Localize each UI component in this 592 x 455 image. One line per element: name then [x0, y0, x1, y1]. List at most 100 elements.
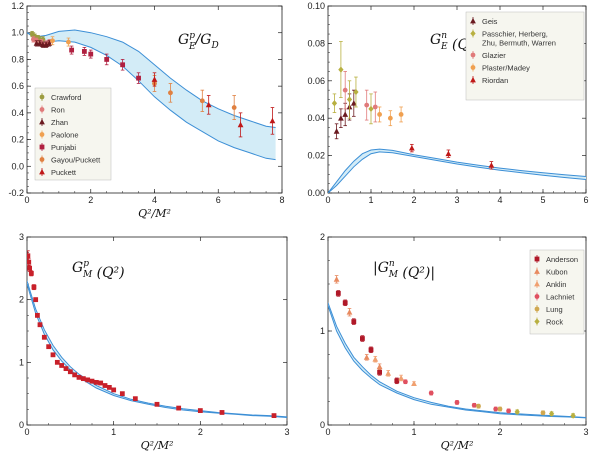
- data-point: [454, 400, 460, 405]
- band-lower-line: [27, 283, 287, 418]
- data-point: [372, 356, 379, 362]
- legend-marker: [534, 280, 540, 287]
- data-point: [338, 115, 344, 121]
- data-point: [338, 66, 344, 73]
- legend-entry: Anderson: [534, 255, 578, 264]
- legend-entry: Rock: [534, 317, 563, 327]
- y-tick-label: 0.0: [11, 161, 24, 171]
- legend-entry: Plaster/Madey: [470, 63, 530, 73]
- data-point: [387, 115, 393, 121]
- x-axis-label: Q²/M²: [141, 439, 174, 452]
- legend-entry: Glazier: [470, 51, 506, 60]
- data-point: [72, 372, 78, 378]
- x-tick-label: 1: [411, 427, 416, 437]
- data-point: [346, 96, 353, 103]
- legend-label: Crawford: [51, 93, 81, 102]
- y-tick-label: 0.6: [11, 81, 24, 91]
- legend-marker: [39, 107, 45, 112]
- data-point: [398, 374, 404, 381]
- y-tick-label: 1.0: [11, 28, 24, 38]
- x-tick-label: 3: [583, 427, 588, 437]
- legend-label: Anklin: [546, 280, 566, 289]
- legend-entry: Lachniet: [534, 292, 575, 302]
- series-lachniet: [403, 379, 511, 414]
- legend-marker: [39, 157, 45, 162]
- data-point: [93, 379, 99, 385]
- x-tick-label: 0: [325, 195, 330, 205]
- series-passchier-herberg-zhu-bermuth-warren: [331, 41, 374, 125]
- data-point: [493, 406, 499, 412]
- data-point: [514, 408, 520, 415]
- legend-marker: [39, 168, 45, 175]
- data-point: [88, 51, 94, 57]
- data-point: [342, 87, 348, 93]
- series-paolone: [50, 36, 71, 47]
- data-point: [27, 259, 32, 265]
- data-point: [269, 117, 276, 124]
- data-point: [219, 410, 225, 415]
- legend-entry: Lung: [534, 305, 563, 314]
- data-point: [476, 403, 481, 409]
- legend-label: Riordan: [482, 76, 508, 85]
- data-point: [63, 366, 69, 371]
- data-point: [403, 379, 408, 385]
- x-tick-label: 4: [152, 195, 157, 205]
- data-point: [168, 90, 173, 96]
- x-axis-label: Q²/M²: [138, 207, 171, 220]
- data-point: [231, 105, 237, 110]
- band-upper-line: [328, 148, 586, 193]
- data-point: [471, 402, 477, 408]
- band-upper-line: [27, 29, 276, 128]
- legend-marker: [534, 294, 540, 299]
- x-tick-label: 2: [88, 195, 93, 205]
- band-lower-line: [328, 305, 586, 419]
- data-points: [333, 275, 576, 419]
- series-rock: [514, 408, 576, 419]
- data-point: [497, 406, 503, 412]
- x-tick-label: 0: [24, 427, 29, 437]
- legend-label: Puckett: [51, 168, 77, 177]
- data-point: [36, 40, 43, 46]
- data-point: [351, 319, 357, 324]
- series-kubon: [333, 275, 383, 370]
- y-tick-label: 0.06: [307, 76, 325, 86]
- data-point: [372, 104, 378, 110]
- series-riordan: [408, 143, 495, 170]
- data-point: [106, 385, 112, 390]
- x-tick-label: 0: [325, 427, 330, 437]
- data-point: [205, 101, 212, 108]
- data-point: [111, 387, 117, 393]
- data-point: [66, 39, 71, 45]
- y-tick-label: 2: [320, 232, 325, 242]
- data-point: [98, 380, 104, 386]
- data-point: [335, 291, 341, 296]
- data-point: [67, 369, 73, 375]
- x-tick-label: 5: [540, 195, 545, 205]
- data-point: [333, 276, 340, 282]
- band-lower-line: [328, 151, 586, 193]
- series-anklin: [372, 355, 417, 387]
- data-point: [120, 62, 126, 68]
- panel-1: 0 2 4 6 8 -0.2 0.0 0.2 0.4 0.6 0.8 1.0 1.2 Gp E/GD Q²/M…: [8, 1, 284, 220]
- data-point: [342, 111, 349, 117]
- data-point: [342, 300, 348, 306]
- panel-label: Gp M (Q²): [72, 259, 125, 281]
- data-point: [360, 336, 365, 341]
- legend-label: Passchier, Herberg, Zhu, Bermuth, Warren: [482, 30, 556, 48]
- legend-entry: Passchier, Herberg, Zhu, Bermuth, Warren: [470, 29, 556, 48]
- y-tick-label: 0: [19, 420, 24, 430]
- data-point: [377, 369, 382, 375]
- legend-marker: [534, 268, 540, 274]
- data-point: [363, 354, 370, 360]
- legend-entry: Zhan: [39, 118, 68, 127]
- series-puckett: [151, 72, 276, 138]
- data-point: [237, 121, 244, 128]
- x-tick-label: 6: [583, 195, 588, 205]
- data-point: [102, 383, 108, 388]
- data-point: [197, 408, 203, 413]
- x-tick-label: 1: [111, 427, 116, 437]
- data-points: [331, 41, 495, 170]
- data-point: [540, 410, 546, 416]
- legend-marker: [39, 144, 45, 150]
